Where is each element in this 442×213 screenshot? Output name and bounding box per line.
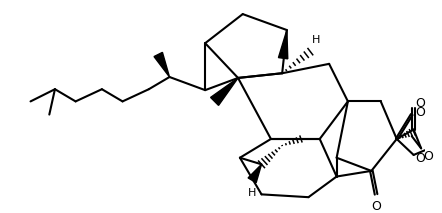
Text: O: O — [415, 106, 425, 119]
Polygon shape — [154, 52, 169, 77]
Text: O: O — [371, 200, 381, 213]
Polygon shape — [248, 164, 262, 183]
Polygon shape — [210, 78, 238, 105]
Text: H: H — [248, 188, 256, 198]
Text: H: H — [312, 35, 320, 45]
Text: O: O — [415, 97, 425, 110]
Text: O: O — [415, 152, 425, 165]
Polygon shape — [278, 30, 288, 59]
Text: O: O — [423, 150, 433, 163]
